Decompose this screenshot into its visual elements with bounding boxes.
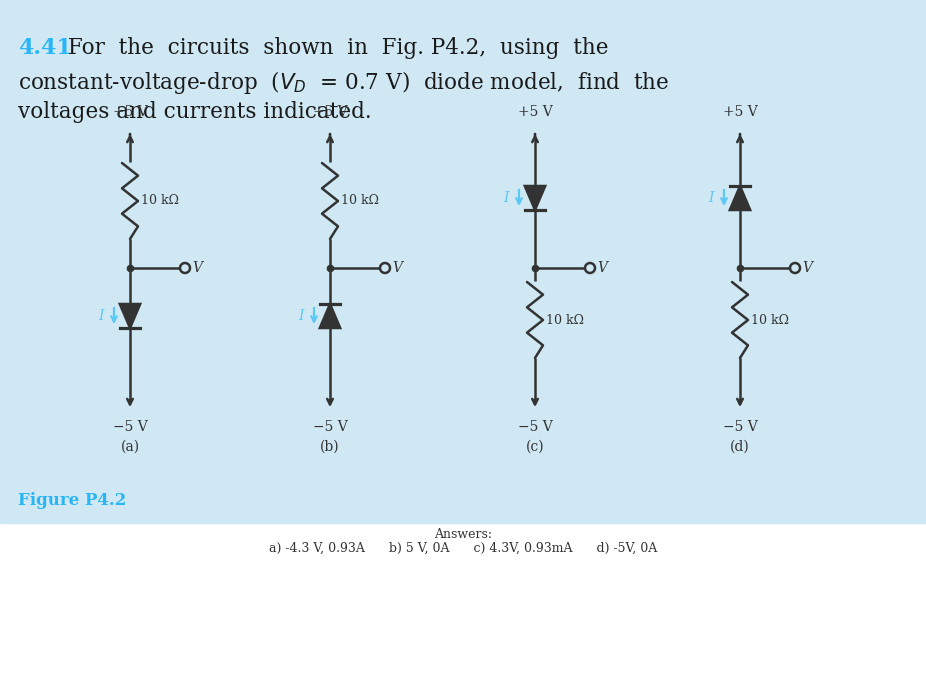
Bar [0,523,926,688]
Text: I: I [504,191,509,205]
Text: voltages and currents indicated.: voltages and currents indicated. [18,101,371,123]
Circle shape [585,263,595,273]
Text: constant-voltage-drop  ($V_D$  = 0.7 V)  diode model,  find  the: constant-voltage-drop ($V_D$ = 0.7 V) di… [18,69,669,96]
Text: −5 V: −5 V [722,420,757,434]
Circle shape [790,263,800,273]
Text: V: V [802,261,812,275]
Text: +5 V: +5 V [722,105,757,119]
Text: +5 V: +5 V [313,105,347,119]
Text: −5 V: −5 V [113,420,147,434]
Polygon shape [319,304,340,328]
Text: −5 V: −5 V [518,420,553,434]
Circle shape [380,263,390,273]
Polygon shape [525,186,545,210]
Text: V: V [192,261,202,275]
Text: 10 kΩ: 10 kΩ [341,195,379,208]
Text: 4.41: 4.41 [18,37,72,59]
Text: V: V [597,261,607,275]
Text: I: I [298,309,304,323]
Text: V: V [392,261,402,275]
Text: (d): (d) [730,440,750,454]
Polygon shape [119,304,140,328]
Text: I: I [708,191,714,205]
Text: −5 V: −5 V [313,420,347,434]
Text: Figure P4.2: Figure P4.2 [18,492,126,509]
Text: (c): (c) [526,440,544,454]
Text: 10 kΩ: 10 kΩ [546,314,584,327]
Text: (b): (b) [320,440,340,454]
Text: a) -4.3 V, 0.93A      b) 5 V, 0A      c) 4.3V, 0.93mA      d) -5V, 0A: a) -4.3 V, 0.93A b) 5 V, 0A c) 4.3V, 0.9… [269,542,657,555]
Text: For  the  circuits  shown  in  Fig. P4.2,  using  the: For the circuits shown in Fig. P4.2, usi… [68,37,608,59]
Text: (a): (a) [120,440,140,454]
Text: 10 kΩ: 10 kΩ [141,195,179,208]
Text: 10 kΩ: 10 kΩ [751,314,789,327]
Circle shape [180,263,190,273]
Text: +5 V: +5 V [518,105,553,119]
Text: +5 V: +5 V [113,105,147,119]
Polygon shape [730,186,750,210]
Bar [0,0,926,523]
Text: Answers:: Answers: [434,528,492,541]
Text: I: I [98,309,104,323]
